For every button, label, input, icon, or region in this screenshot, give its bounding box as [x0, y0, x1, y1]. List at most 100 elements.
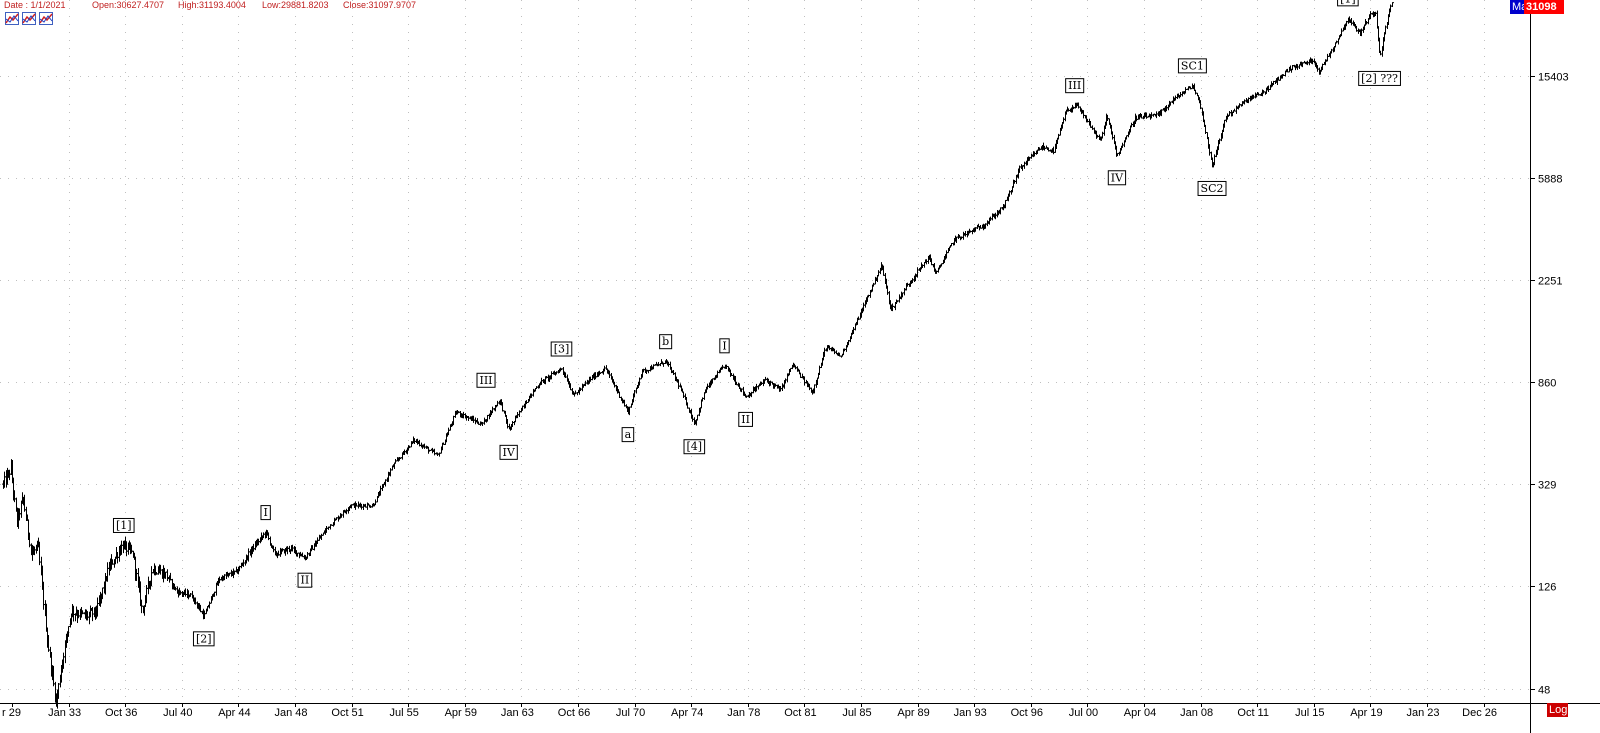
wave-label-box [476, 372, 496, 388]
y-tick-label: 126 [1538, 582, 1556, 594]
x-tick-label: Jul 15 [1295, 707, 1324, 719]
wave-label: SC2 [1197, 180, 1227, 196]
y-tick-label: 5888 [1538, 174, 1562, 186]
wave-label-box [1107, 170, 1127, 186]
wave-label-text: II [741, 413, 750, 426]
wave-label-text: SC2 [1201, 182, 1224, 195]
x-tick-label: Apr 59 [445, 707, 477, 719]
x-tick-label: Jan 48 [274, 707, 307, 719]
wave-label: [1] [112, 517, 135, 533]
wave-label: b [659, 334, 673, 350]
wave-label-box [1177, 58, 1207, 74]
wave-label: [3] [550, 341, 573, 357]
y-tick-label: 15403 [1538, 72, 1569, 84]
x-tick-label: Jul 70 [616, 707, 645, 719]
wave-label-box [260, 505, 271, 521]
wave-label: a [621, 427, 635, 443]
header-low: Low:29881.8203 [262, 0, 329, 10]
x-tick-label: Jan 08 [1180, 707, 1213, 719]
x-tick-label: Apr 89 [897, 707, 929, 719]
wave-label-box [1065, 78, 1085, 94]
wave-label: IV [1107, 170, 1127, 186]
header-high: High:31193.4004 [178, 0, 246, 10]
x-tick-label: Apr 04 [1124, 707, 1156, 719]
wave-label: [4] [683, 439, 706, 455]
x-tick-label: Jul 85 [842, 707, 871, 719]
wave-label-text: IV [503, 446, 516, 459]
wave-label-text: [1] [1340, 0, 1356, 5]
header-open: Open:30627.4707 [92, 0, 165, 10]
x-tick-label: Oct 11 [1237, 707, 1269, 719]
last-price-badge: 31098 [1524, 0, 1564, 14]
wave-label-box [621, 427, 635, 443]
wave-label-box [1197, 180, 1227, 196]
wave-label-box [719, 338, 730, 354]
wave-label-text: [3] [554, 343, 570, 356]
wave-label: IV [499, 444, 518, 460]
wave-label: I [260, 505, 271, 521]
y-tick-label: 2251 [1538, 276, 1562, 288]
price-bars [2, 2, 1394, 709]
header-date: Date : 1/1/2021 [4, 0, 66, 10]
wave-label-text: a [625, 428, 632, 441]
wave-label-text: [4] [687, 440, 703, 453]
x-tick-label: r 29 [2, 707, 21, 719]
wave-label: [2] [192, 631, 215, 647]
wave-label-text: [2] ??? [1361, 72, 1398, 85]
wave-label-text: III [479, 374, 492, 387]
chart-tool-icon[interactable] [22, 12, 36, 25]
wave-label-text: SC1 [1181, 59, 1204, 72]
x-tick-label: Apr 74 [671, 707, 703, 719]
x-tick-label: Oct 96 [1011, 707, 1043, 719]
wave-label: III [476, 372, 496, 388]
wave-label: III [1065, 78, 1085, 94]
x-tick-label: Jan 23 [1406, 707, 1439, 719]
x-tick-label: Oct 36 [105, 707, 137, 719]
y-tick-label: 860 [1538, 378, 1556, 390]
grid-lines [0, 0, 1529, 703]
wave-label-text: [2] [196, 632, 212, 645]
wave-label-box [112, 517, 135, 533]
wave-label-box [192, 631, 215, 647]
x-tick-label: Jul 55 [390, 707, 419, 719]
wave-label-box [499, 444, 518, 460]
wave-label-box [683, 439, 706, 455]
x-tick-label: Jul 40 [163, 707, 192, 719]
wave-label-text: III [1068, 79, 1081, 92]
wave-label-box [1358, 70, 1401, 86]
x-tick-label: Apr 19 [1350, 707, 1382, 719]
chart-tool-icon[interactable] [5, 12, 19, 25]
x-tick-label: Jul 00 [1069, 707, 1098, 719]
wave-label-text: [1] [116, 519, 132, 532]
wave-label-box [659, 334, 673, 350]
x-tick-label: Oct 81 [784, 707, 816, 719]
wave-label-text: b [662, 335, 669, 348]
wave-label-box [738, 411, 753, 427]
wave-label: SC1 [1177, 58, 1207, 74]
wave-label: [2] ??? [1358, 70, 1401, 86]
wave-label-text: I [722, 339, 726, 352]
wave-labels: [1][2]IIIIIIIV[3]ab[4]IIIIIIIVSC1SC2[1][… [112, 0, 1401, 647]
x-tick-label: Oct 51 [331, 707, 363, 719]
chart-tool-icon[interactable] [39, 12, 53, 25]
x-tick-label: Oct 66 [558, 707, 590, 719]
wave-label-box [1337, 0, 1359, 7]
x-tick-label: Dec 26 [1462, 707, 1497, 719]
y-axis: 48 126 329 860 2251 5888 15403 [1530, 0, 1569, 733]
x-tick-label: Jan 93 [954, 707, 987, 719]
log-scale-toggle[interactable]: Log [1547, 703, 1568, 717]
y-tick-label: 48 [1538, 685, 1550, 697]
wave-label-text: II [301, 574, 310, 587]
x-axis: r 29 Jan 33 Oct 36 Jul 40 Apr 44 Jan 48 Oct 51… [0, 703, 1600, 719]
y-tick-label: 329 [1538, 480, 1556, 492]
wave-label-text: IV [1111, 171, 1124, 184]
wave-label-text: I [263, 506, 267, 519]
x-tick-label: Jan 78 [727, 707, 760, 719]
price-prefix-badge: Ma [1510, 0, 1528, 14]
wave-label-box [550, 341, 573, 357]
wave-label: II [297, 572, 313, 588]
header-close: Close:31097.9707 [343, 0, 417, 10]
wave-label: II [738, 411, 753, 427]
